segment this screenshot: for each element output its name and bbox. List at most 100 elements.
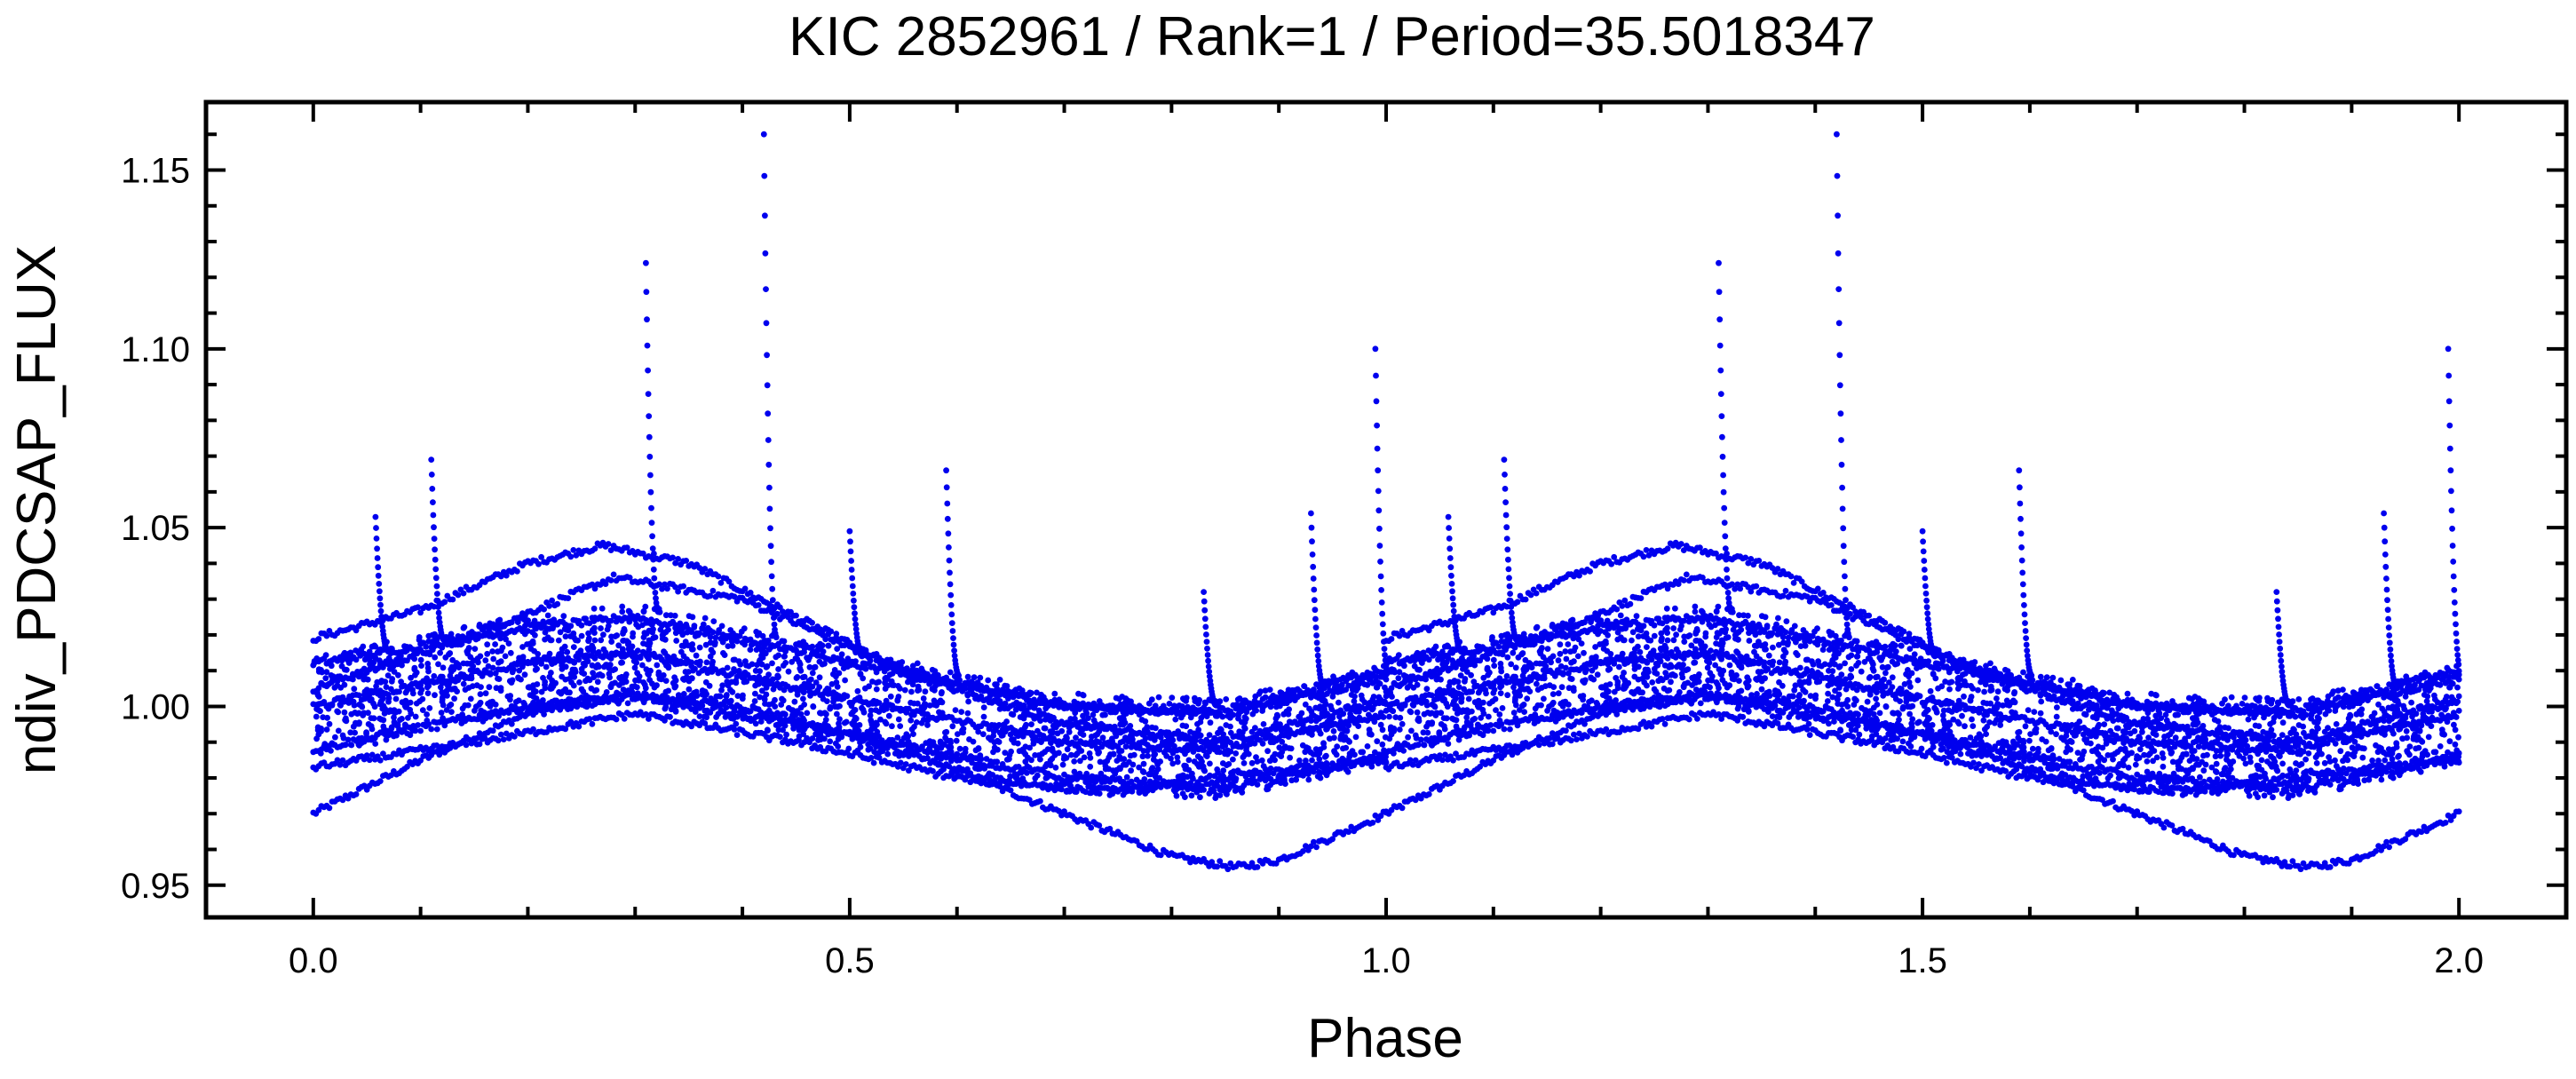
- data-point: [1241, 724, 1248, 731]
- data-point: [1051, 696, 1058, 703]
- data-point: [575, 620, 582, 627]
- data-point: [1193, 708, 1199, 715]
- data-point: [1375, 694, 1383, 701]
- data-point: [1140, 760, 1147, 767]
- data-point: [368, 723, 375, 729]
- data-point: [684, 629, 691, 636]
- data-point: [589, 642, 596, 649]
- data-point: [1259, 741, 1266, 747]
- data-point: [615, 642, 622, 649]
- data-point: [449, 596, 456, 603]
- data-point: [1225, 866, 1232, 873]
- data-point: [591, 637, 598, 644]
- data-point: [411, 655, 418, 662]
- data-point: [1163, 729, 1170, 736]
- data-point: [1279, 749, 1286, 756]
- data-point: [326, 720, 333, 727]
- data-point: [731, 709, 737, 716]
- data-point: [430, 678, 437, 686]
- data-point: [1309, 693, 1316, 700]
- data-point: [868, 717, 875, 724]
- data-point: [626, 618, 633, 625]
- data-point: [486, 632, 493, 639]
- data-point: [662, 703, 670, 710]
- data-point: [664, 585, 670, 592]
- data-point: [460, 680, 467, 687]
- data-point: [1375, 760, 1382, 766]
- data-point: [1152, 710, 1159, 717]
- data-point: [543, 663, 550, 670]
- data-point: [987, 693, 994, 699]
- data-point: [451, 695, 457, 702]
- data-point: [1336, 699, 1342, 706]
- data-point: [1034, 727, 1041, 734]
- data-point: [366, 757, 373, 764]
- data-point: [416, 680, 424, 686]
- data-point: [1307, 749, 1314, 756]
- data-point: [383, 684, 390, 690]
- data-point: [1142, 718, 1149, 725]
- data-point: [1203, 753, 1210, 759]
- data-point: [323, 726, 330, 733]
- data-point: [376, 757, 384, 764]
- data-point: [612, 651, 618, 658]
- data-point: [321, 699, 328, 705]
- data-point: [407, 732, 414, 739]
- data-point: [718, 686, 725, 694]
- data-point: [448, 663, 456, 670]
- data-point: [737, 661, 744, 668]
- data-point: [1328, 766, 1335, 773]
- data-point: [649, 692, 656, 698]
- data-point: [1303, 762, 1310, 768]
- data-point: [565, 595, 572, 601]
- data-point: [1128, 767, 1134, 774]
- data-point: [440, 664, 447, 671]
- data-point: [987, 758, 994, 765]
- data-point: [980, 704, 987, 710]
- data-point: [773, 722, 780, 728]
- data-point: [590, 670, 596, 676]
- data-point: [378, 716, 384, 723]
- data-point: [589, 720, 596, 727]
- data-point: [730, 656, 737, 663]
- data-point: [1068, 751, 1074, 758]
- data-point: [983, 684, 990, 691]
- data-point: [1088, 824, 1095, 831]
- data-point: [862, 733, 868, 739]
- data-point: [834, 703, 840, 710]
- data-point: [619, 608, 626, 615]
- data-point: [897, 759, 904, 766]
- data-point: [707, 634, 714, 640]
- data-point: [709, 587, 717, 594]
- data-point: [397, 717, 403, 723]
- data-point: [1309, 757, 1315, 764]
- data-point: [1258, 757, 1265, 764]
- data-point: [838, 651, 845, 658]
- data-point: [1311, 686, 1317, 693]
- data-point: [810, 703, 817, 710]
- data-point: [621, 716, 628, 722]
- data-point: [1147, 781, 1154, 788]
- data-point: [608, 633, 614, 640]
- data-point: [520, 611, 527, 618]
- data-point: [493, 685, 500, 692]
- data-point: [506, 678, 513, 685]
- data-point: [683, 558, 690, 564]
- data-point: [351, 702, 358, 709]
- data-point: [887, 693, 894, 700]
- data-point: [1206, 790, 1213, 797]
- data-point: [448, 642, 456, 649]
- data-point: [412, 727, 419, 734]
- data-point: [751, 698, 758, 704]
- data-point: [583, 652, 590, 659]
- data-point: [877, 716, 884, 723]
- data-point: [1094, 746, 1100, 753]
- data-point: [1065, 774, 1072, 781]
- data-point: [615, 700, 622, 707]
- data-point: [931, 687, 938, 694]
- data-point: [591, 624, 598, 631]
- data-point: [1022, 758, 1029, 766]
- data-point: [672, 630, 679, 637]
- data-point: [782, 660, 789, 666]
- data-point: [317, 750, 324, 757]
